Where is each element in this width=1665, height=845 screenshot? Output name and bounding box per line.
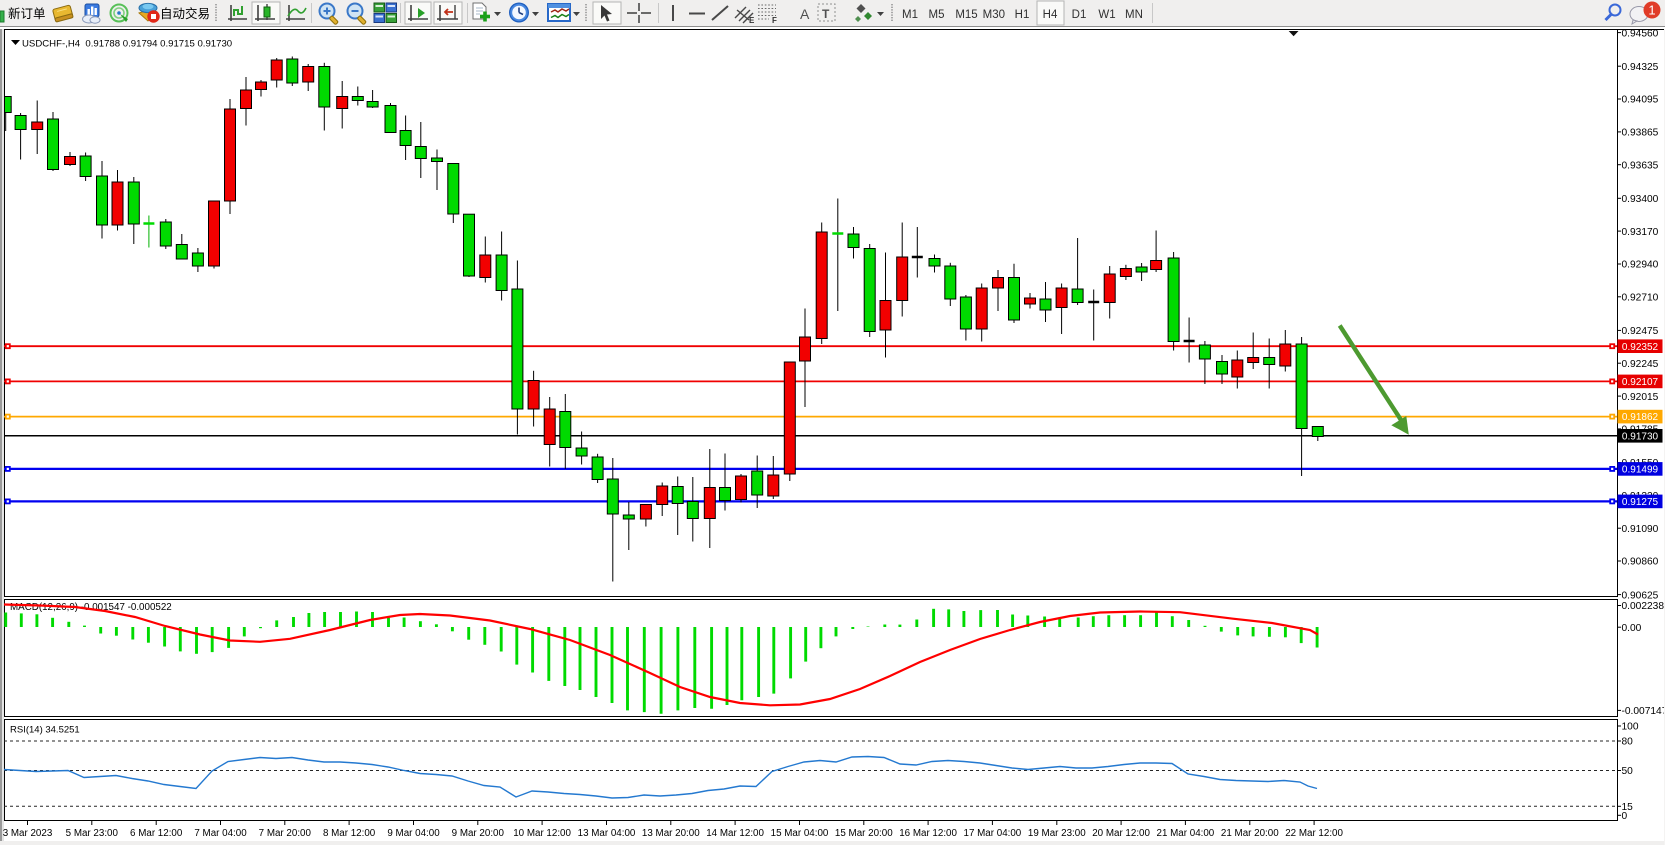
svg-text:0.91499: 0.91499 [1622, 465, 1659, 476]
svg-text:M15: M15 [955, 9, 977, 21]
svg-text:0.94095: 0.94095 [1622, 95, 1659, 106]
svg-text:0.91275: 0.91275 [1622, 497, 1659, 508]
svg-text:0.002238: 0.002238 [1622, 601, 1665, 612]
svg-text:H1: H1 [1015, 9, 1030, 21]
svg-text:0.94560: 0.94560 [1622, 28, 1659, 39]
svg-text:13 Mar 20:00: 13 Mar 20:00 [642, 828, 700, 839]
svg-text:7 Mar 20:00: 7 Mar 20:00 [259, 828, 312, 839]
svg-text:0.91862: 0.91862 [1622, 412, 1659, 423]
svg-text:13 Mar 04:00: 13 Mar 04:00 [578, 828, 636, 839]
svg-text:0.92245: 0.92245 [1622, 359, 1659, 370]
svg-text:100: 100 [1622, 722, 1639, 733]
svg-text:0.92710: 0.92710 [1622, 293, 1659, 304]
svg-text:0.92475: 0.92475 [1622, 326, 1659, 337]
svg-text:0.90625: 0.90625 [1622, 590, 1659, 601]
svg-text:50: 50 [1622, 766, 1634, 777]
svg-text:0.91090: 0.91090 [1622, 524, 1659, 535]
svg-text:9 Mar 20:00: 9 Mar 20:00 [452, 828, 505, 839]
svg-text:0: 0 [1622, 811, 1628, 822]
svg-text:6 Mar 12:00: 6 Mar 12:00 [130, 828, 183, 839]
svg-text:MACD(12,26,9) -0.001547 -0.000: MACD(12,26,9) -0.001547 -0.000522 [10, 602, 172, 613]
svg-text:新订单: 新订单 [8, 6, 46, 21]
svg-text:A: A [800, 6, 810, 22]
svg-text:0.00: 0.00 [1622, 623, 1642, 634]
svg-text:0.91730: 0.91730 [1622, 431, 1659, 442]
svg-text:0.94325: 0.94325 [1622, 62, 1659, 73]
svg-text:0.92107: 0.92107 [1622, 377, 1659, 388]
svg-text:80: 80 [1622, 737, 1634, 748]
svg-text:19 Mar 23:00: 19 Mar 23:00 [1028, 828, 1086, 839]
svg-text:W1: W1 [1098, 9, 1115, 21]
svg-text:0.90860: 0.90860 [1622, 557, 1659, 568]
svg-text:20 Mar 12:00: 20 Mar 12:00 [1092, 828, 1150, 839]
svg-text:MN: MN [1125, 9, 1143, 21]
svg-text:T: T [822, 7, 830, 21]
svg-text:H4: H4 [1043, 9, 1058, 21]
svg-text:0.93400: 0.93400 [1622, 194, 1659, 205]
svg-text:21 Mar 04:00: 21 Mar 04:00 [1157, 828, 1215, 839]
svg-text:17 Mar 04:00: 17 Mar 04:00 [964, 828, 1022, 839]
svg-text:D1: D1 [1072, 9, 1087, 21]
svg-text:E: E [749, 16, 755, 25]
svg-text:自动交易: 自动交易 [160, 6, 210, 21]
svg-text:M1: M1 [902, 9, 918, 21]
svg-text:16 Mar 12:00: 16 Mar 12:00 [899, 828, 957, 839]
svg-text:0.93865: 0.93865 [1622, 128, 1659, 139]
svg-text:-0.007147: -0.007147 [1622, 706, 1665, 717]
svg-text:10 Mar 12:00: 10 Mar 12:00 [513, 828, 571, 839]
svg-text:F: F [772, 16, 777, 25]
svg-text:21 Mar 20:00: 21 Mar 20:00 [1221, 828, 1279, 839]
svg-text:22 Mar 12:00: 22 Mar 12:00 [1285, 828, 1343, 839]
svg-text:0.93170: 0.93170 [1622, 227, 1659, 238]
svg-text:15 Mar 04:00: 15 Mar 04:00 [771, 828, 829, 839]
svg-text:M5: M5 [929, 9, 945, 21]
svg-text:USDCHF-,H4 0.91788 0.91794 0.: USDCHF-,H4 0.91788 0.91794 0.91715 0.917… [22, 39, 232, 50]
svg-text:1: 1 [1648, 3, 1655, 18]
svg-text:8 Mar 12:00: 8 Mar 12:00 [323, 828, 376, 839]
svg-text:0.93635: 0.93635 [1622, 160, 1659, 171]
svg-text:15: 15 [1622, 802, 1634, 813]
svg-text:5 Mar 23:00: 5 Mar 23:00 [66, 828, 119, 839]
svg-text:0.92015: 0.92015 [1622, 392, 1659, 403]
svg-text:0.92352: 0.92352 [1622, 342, 1659, 353]
svg-text:3 Mar 2023: 3 Mar 2023 [3, 828, 53, 839]
svg-text:0.92940: 0.92940 [1622, 260, 1659, 271]
svg-text:RSI(14) 34.5251: RSI(14) 34.5251 [10, 725, 80, 736]
svg-text:14 Mar 12:00: 14 Mar 12:00 [706, 828, 764, 839]
svg-text:7 Mar 04:00: 7 Mar 04:00 [194, 828, 247, 839]
svg-text:15 Mar 20:00: 15 Mar 20:00 [835, 828, 893, 839]
svg-text:M30: M30 [983, 9, 1005, 21]
svg-text:9 Mar 04:00: 9 Mar 04:00 [387, 828, 440, 839]
